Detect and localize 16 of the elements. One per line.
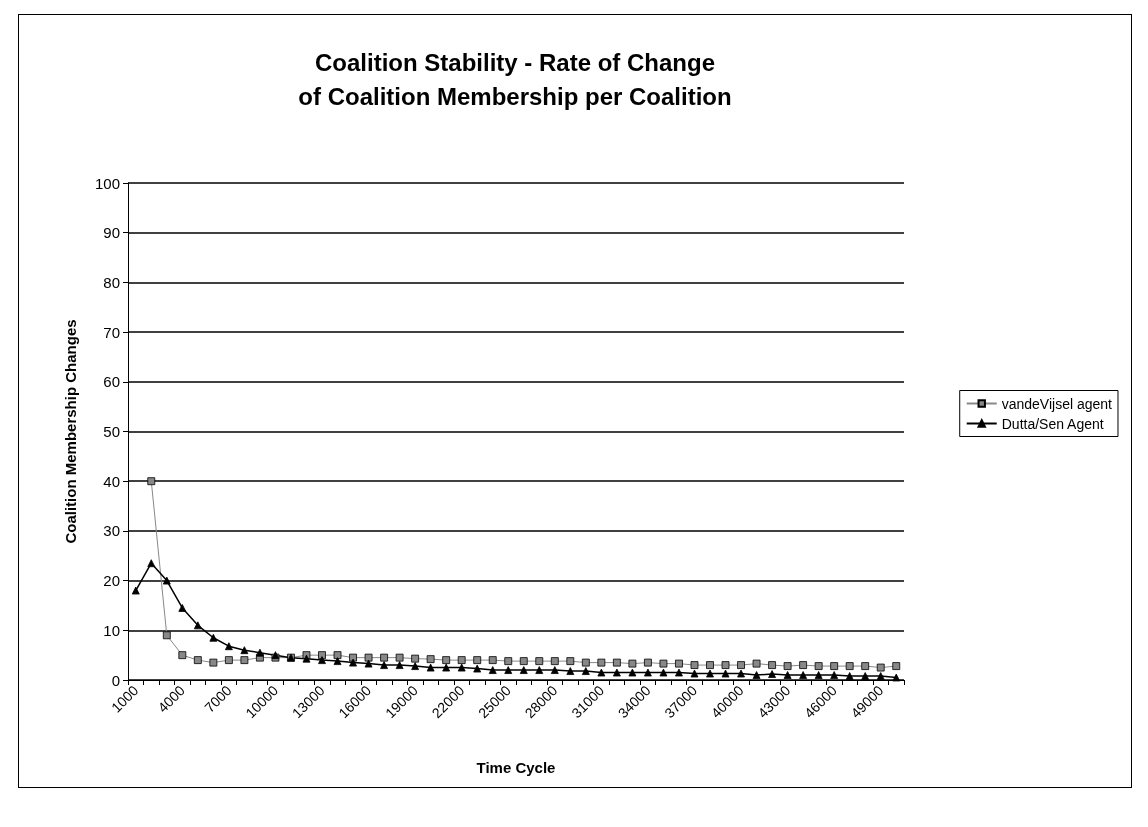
y-tick-label: 20 bbox=[103, 572, 120, 590]
y-tick-label: 30 bbox=[103, 522, 120, 540]
x-axis-title: Time Cycle bbox=[476, 759, 556, 776]
y-tick-label: 0 bbox=[111, 671, 120, 689]
chart-title: Coalition Stability - Rate of Change of Coalition Membership per Coalition bbox=[298, 48, 732, 110]
y-axis-title: Coalition Membership Changes bbox=[62, 319, 79, 544]
y-tick-label: 40 bbox=[103, 472, 120, 490]
legend-label: vandeVijsel agent bbox=[1001, 395, 1113, 412]
y-tick-label: 60 bbox=[103, 373, 120, 391]
y-tick-label: 50 bbox=[103, 423, 120, 440]
y-tick-label: 90 bbox=[103, 224, 120, 242]
y-tick-label: 70 bbox=[103, 323, 120, 341]
y-tick-label: 80 bbox=[103, 273, 120, 291]
y-tick-label: 100 bbox=[94, 174, 120, 192]
legend-label: Dutta/Sen Agent bbox=[1001, 415, 1104, 432]
y-tick-label: 10 bbox=[103, 621, 120, 639]
